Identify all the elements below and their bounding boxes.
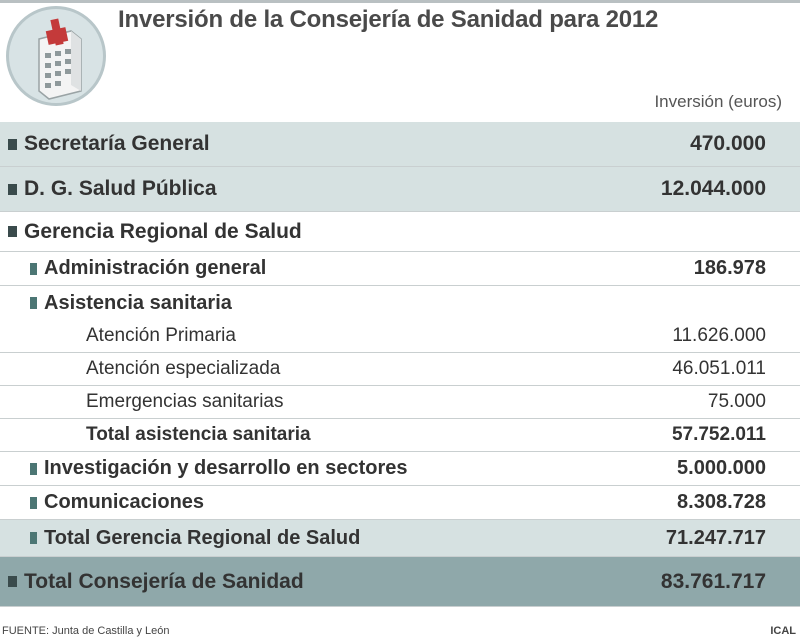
row-label: Emergencias sanitarias — [86, 391, 284, 412]
row-value: 5.000.000 — [677, 457, 766, 479]
square-bullet-icon — [30, 297, 37, 309]
table-row: Gerencia Regional de Salud — [0, 212, 800, 252]
row-label: Atención especializada — [86, 358, 281, 379]
row-value: 57.752.011 — [671, 424, 766, 445]
square-bullet-icon — [30, 496, 37, 509]
row-label: Total asistencia sanitaria — [86, 424, 311, 445]
credit: ICAL — [770, 625, 796, 637]
table-row: Atención Primaria 11.626.000 — [0, 320, 800, 353]
table-row: Asistencia sanitaria — [0, 286, 800, 320]
table-row: Administración general 186.978 — [0, 252, 800, 286]
row-label: Administración general — [44, 257, 267, 279]
row-value: 186.978 — [693, 257, 766, 279]
row-value: 46.051.011 — [672, 358, 766, 379]
column-header: Inversión (euros) — [654, 92, 782, 111]
row-label: Investigación y desarrollo en sectores — [44, 457, 408, 479]
square-bullet-icon — [8, 576, 17, 587]
row-value: 8.308.728 — [677, 491, 766, 513]
row-label: Atención Primaria — [86, 325, 236, 346]
square-bullet-icon — [8, 226, 17, 237]
row-value: 11.626.000 — [672, 325, 766, 346]
table-row: Total Gerencia Regional de Salud 71.247.… — [0, 520, 800, 557]
row-value: 75.000 — [707, 391, 766, 412]
square-bullet-icon — [30, 262, 37, 275]
row-label: Total Gerencia Regional de Salud — [44, 526, 361, 549]
page-title: Inversión de la Consejería de Sanidad pa… — [118, 6, 659, 33]
table-row: Atención especializada 46.051.011 — [0, 353, 800, 386]
row-value: 12.044.000 — [660, 177, 766, 200]
square-bullet-icon — [30, 462, 37, 475]
table-row: Investigación y desarrollo en sectores 5… — [0, 452, 800, 486]
square-bullet-icon — [8, 183, 17, 195]
row-value: 470.000 — [690, 132, 766, 155]
source-note: FUENTE: Junta de Castilla y León — [2, 625, 170, 637]
row-label: Asistencia sanitaria — [44, 291, 232, 314]
row-value: 83.761.717 — [660, 569, 766, 593]
square-bullet-icon — [8, 138, 17, 150]
row-label: D. G. Salud Pública — [24, 177, 217, 200]
investment-table: Secretaría General 470.000 D. G. Salud P… — [0, 122, 800, 607]
footer: FUENTE: Junta de Castilla y León ICAL — [0, 622, 800, 642]
square-bullet-icon — [30, 532, 37, 544]
row-label: Comunicaciones — [44, 491, 205, 513]
row-value: 71.247.717 — [665, 526, 766, 549]
top-rule — [0, 0, 800, 3]
row-label: Total Consejería de Sanidad — [24, 569, 304, 593]
hospital-building-icon — [6, 6, 106, 106]
table-row: Total Consejería de Sanidad 83.761.717 — [0, 557, 800, 607]
table-row: D. G. Salud Pública 12.044.000 — [0, 167, 800, 212]
table-row: Secretaría General 470.000 — [0, 122, 800, 167]
row-label: Gerencia Regional de Salud — [24, 219, 302, 243]
table-row: Total asistencia sanitaria 57.752.011 — [0, 419, 800, 452]
table-row: Emergencias sanitarias 75.000 — [0, 386, 800, 419]
table-row: Comunicaciones 8.308.728 — [0, 486, 800, 520]
row-label: Secretaría General — [24, 132, 210, 155]
